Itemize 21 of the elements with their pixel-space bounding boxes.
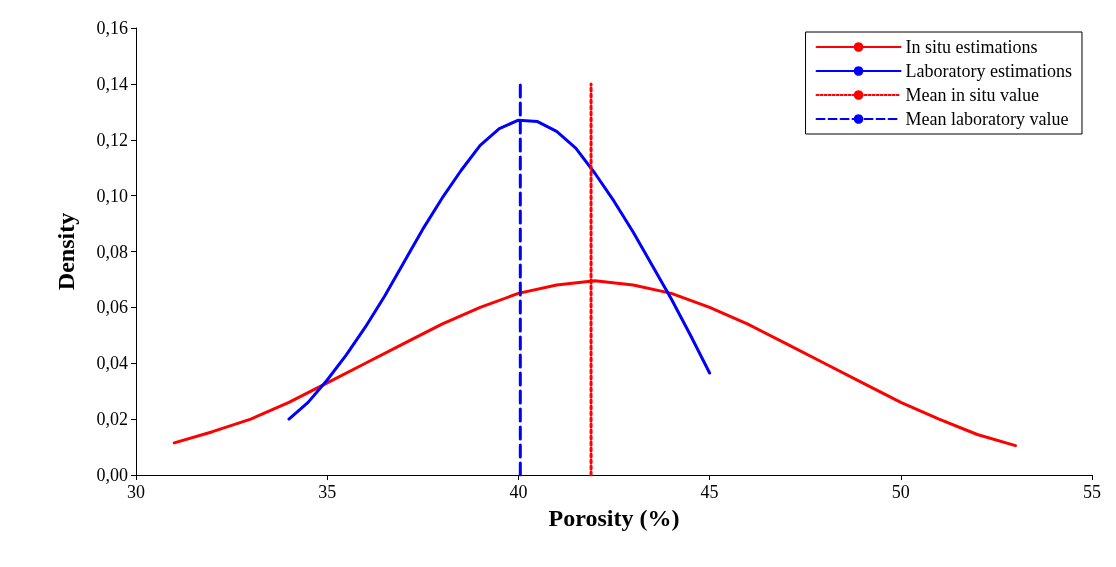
legend-label: Mean in situ value [905,85,1040,105]
x-tick-label: 55 [1083,482,1101,502]
x-tick-label: 45 [700,482,719,502]
x-tick-label: 35 [318,482,337,502]
legend-label: Laboratory estimations [905,61,1073,81]
y-tick-label: 0,04 [96,353,128,374]
y-tick-label: 0,16 [96,18,128,38]
y-tick-label: 0,10 [96,185,128,206]
legend-label: In situ estimations [905,37,1038,57]
legend-label: Mean laboratory value [905,109,1069,129]
y-tick-label: 0,06 [96,297,128,318]
x-tick-label: 40 [509,482,528,502]
x-axis-title: Porosity (%) [548,504,680,531]
y-tick-label: 0,08 [96,241,128,262]
y-tick-label: 0,14 [96,73,128,94]
y-tick-label: 0,12 [96,129,128,150]
y-axis-title: Density [53,212,79,291]
x-tick-label: 30 [127,482,145,502]
y-tick-label: 0,02 [96,409,128,430]
x-tick-label: 50 [891,482,910,502]
y-tick-label: 0,00 [96,465,128,485]
